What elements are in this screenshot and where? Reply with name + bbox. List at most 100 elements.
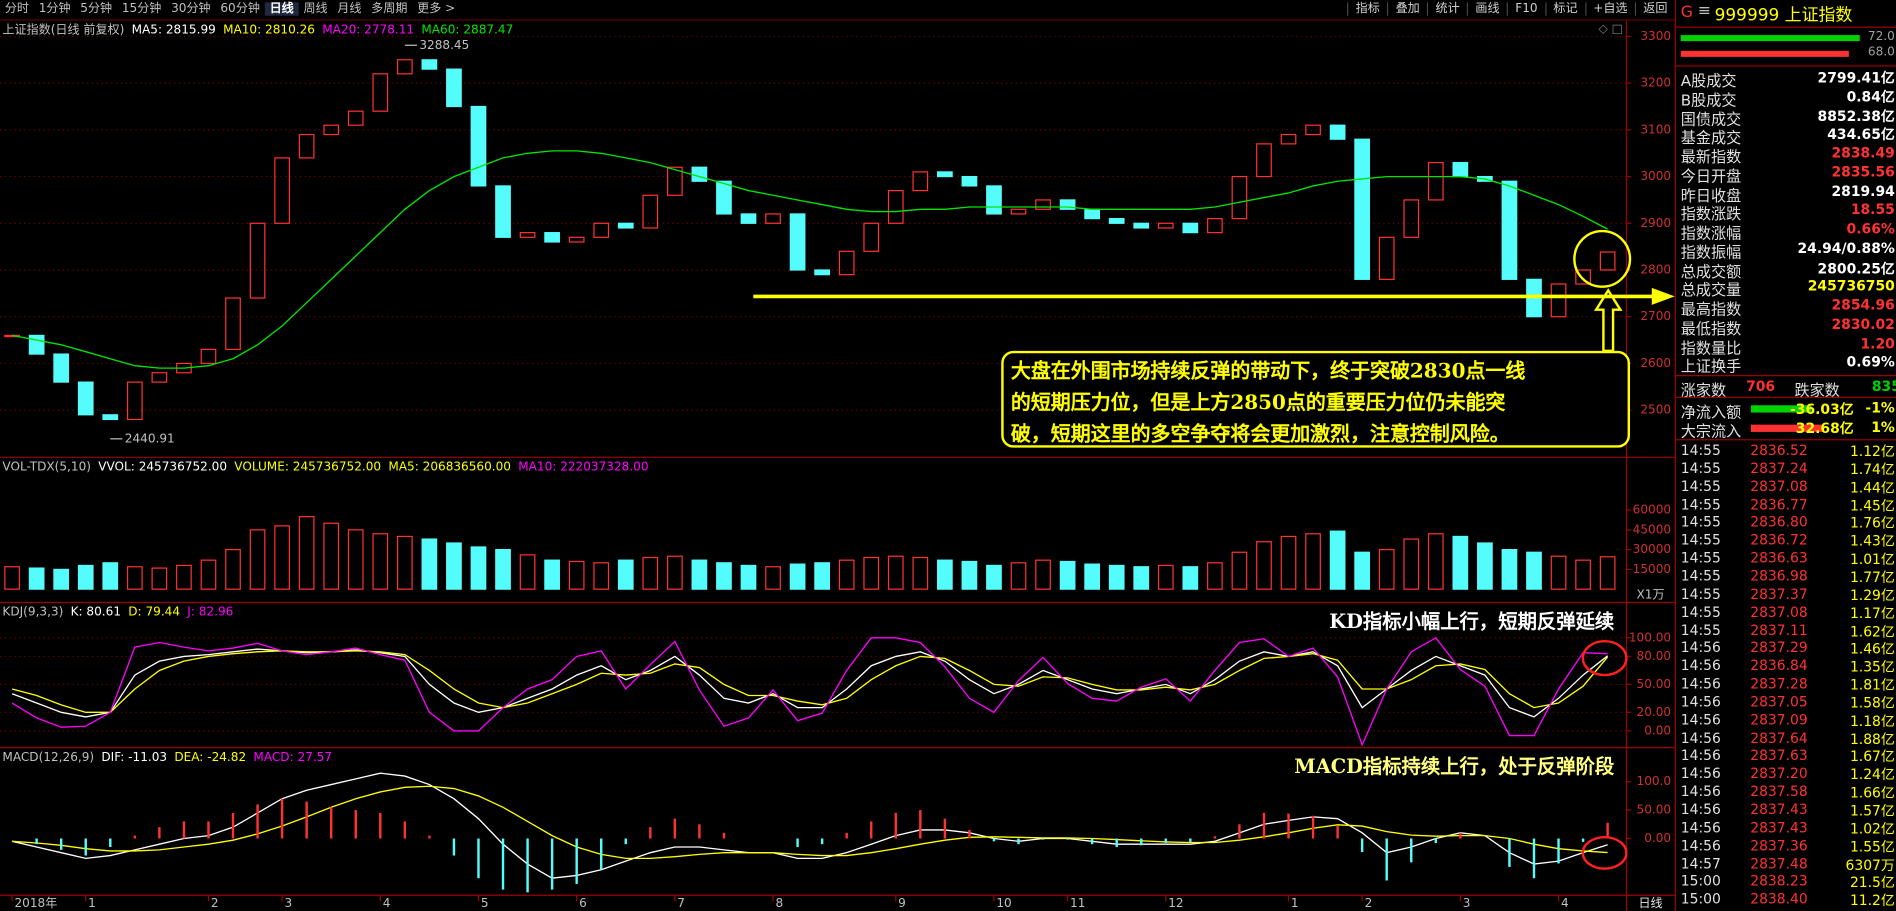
volume-bar bbox=[28, 567, 45, 590]
legend-entry: VOLUME: 245736752.00 bbox=[234, 459, 381, 473]
tick-price: 2837.36 bbox=[1750, 836, 1808, 854]
period-tab[interactable]: 周线 bbox=[303, 2, 328, 16]
tick-price: 2837.20 bbox=[1750, 764, 1808, 782]
tool-button[interactable]: 指标 bbox=[1347, 2, 1388, 16]
stat-label: 今日开盘 bbox=[1680, 166, 1742, 185]
kdj-highlight bbox=[1581, 639, 1628, 677]
volume-bar bbox=[789, 563, 806, 590]
stat-value: 2854.96 bbox=[1831, 296, 1895, 314]
tool-button[interactable]: +自选 bbox=[1584, 2, 1635, 16]
volume-bar bbox=[863, 556, 880, 590]
y-tick-label: 100.00 bbox=[1629, 630, 1671, 644]
tick-price: 2836.52 bbox=[1750, 441, 1808, 459]
legend-entry: K: 80.61 bbox=[71, 605, 121, 619]
arrow-head bbox=[1651, 287, 1675, 305]
volume-bar bbox=[1084, 563, 1101, 590]
panel-annotation: KD指标小幅上行，短期反弹延续 bbox=[1329, 610, 1615, 633]
candle bbox=[912, 171, 929, 192]
security-name: 999999 上证指数 bbox=[1714, 6, 1853, 26]
candle bbox=[470, 105, 487, 187]
x-tick-label: 10 bbox=[996, 896, 1011, 910]
volume-bar bbox=[716, 562, 732, 590]
volume-bar bbox=[1182, 566, 1199, 590]
x-tick-label: 4 bbox=[1561, 896, 1569, 910]
tick-volume: 1.12亿 bbox=[1849, 442, 1895, 460]
y-tick-label: 3100 bbox=[1640, 122, 1671, 136]
legend-entry: DEA: -24.82 bbox=[174, 750, 246, 764]
volume-bar bbox=[225, 549, 241, 590]
y-tick-label: 30000 bbox=[1633, 542, 1671, 556]
tick-time: 14:55 bbox=[1680, 441, 1721, 459]
tick-volume: 1.81亿 bbox=[1849, 676, 1895, 694]
volume-bar bbox=[1550, 555, 1567, 590]
tick-volume: 11.2亿 bbox=[1849, 891, 1895, 909]
tick-volume: 1.57亿 bbox=[1849, 802, 1895, 820]
tick-price: 2837.58 bbox=[1750, 782, 1808, 800]
stat-value: 0.69% bbox=[1846, 353, 1895, 371]
candle bbox=[421, 59, 438, 70]
period-tab[interactable]: 更多 > bbox=[417, 2, 456, 16]
menu-icon: ≡ bbox=[1697, 2, 1711, 21]
period-tab[interactable]: 15分钟 bbox=[121, 2, 162, 16]
tick-time: 14:56 bbox=[1680, 836, 1721, 854]
candle bbox=[347, 110, 364, 126]
period-tab[interactable]: 日线 bbox=[264, 2, 299, 16]
y-tick-label: 0.00 bbox=[1644, 831, 1671, 845]
y-tick-label: 80.00 bbox=[1637, 649, 1672, 663]
volume-bar bbox=[176, 564, 192, 590]
line-series bbox=[12, 785, 1608, 860]
tick-time: 14:55 bbox=[1680, 567, 1721, 585]
x-tick-label: 7 bbox=[677, 896, 685, 910]
tick-price: 2837.28 bbox=[1750, 675, 1808, 693]
tick-price: 2838.40 bbox=[1750, 890, 1808, 908]
period-tab[interactable]: 多周期 bbox=[371, 2, 408, 16]
tick-price: 2837.64 bbox=[1750, 729, 1808, 746]
y-tick-label: 50.00 bbox=[1637, 803, 1672, 817]
volume-bar bbox=[1403, 538, 1420, 590]
candle bbox=[519, 232, 536, 238]
candle bbox=[225, 297, 241, 351]
volume-bar bbox=[470, 546, 487, 590]
volume-bar bbox=[249, 529, 266, 590]
y-tick-label: 45000 bbox=[1633, 522, 1671, 536]
period-tab[interactable]: 30分钟 bbox=[171, 2, 211, 16]
line-series bbox=[11, 772, 1608, 879]
candle bbox=[740, 213, 757, 224]
tick-time: 14:57 bbox=[1680, 854, 1721, 872]
period-tab[interactable]: 60分钟 bbox=[220, 2, 260, 16]
toolbar: 分时 1分钟 5分钟 15分钟 30分钟 60分钟 日线 周线 月线 多周期 更多 > 指标 叠加 统计… bbox=[0, 0, 1675, 21]
period-tab[interactable]: 分时 bbox=[4, 2, 30, 16]
tool-button[interactable]: 统计 bbox=[1427, 2, 1467, 16]
separator bbox=[1675, 439, 1896, 441]
chart-area: 2500260027002800290030003100320033003288… bbox=[0, 20, 1675, 911]
tick-price: 2836.84 bbox=[1750, 657, 1808, 675]
candle bbox=[617, 222, 634, 229]
tool-button[interactable]: 标记 bbox=[1544, 2, 1585, 16]
legend-entry: D: 79.44 bbox=[128, 605, 180, 619]
y-tick-label: 3000 bbox=[1640, 169, 1671, 183]
tick-volume: 1.17亿 bbox=[1849, 604, 1895, 622]
period-tab[interactable]: 1分钟 bbox=[38, 2, 71, 16]
tool-button[interactable]: 返回 bbox=[1634, 2, 1675, 16]
volume-bar bbox=[495, 549, 511, 590]
up-arrow bbox=[1593, 288, 1623, 353]
tool-button[interactable]: 叠加 bbox=[1387, 2, 1428, 16]
tick-volume: 1.76亿 bbox=[1849, 514, 1895, 532]
tick-price: 2837.63 bbox=[1750, 746, 1808, 764]
callout: 大盘在外围市场持续反弹的带动下，终于突破2830点一线 的短期压力位，但是上方28… bbox=[1001, 350, 1631, 448]
legend-entry: J: 82.96 bbox=[186, 605, 233, 619]
x-tick-label: 1 bbox=[1291, 896, 1299, 910]
legend-entry: MA5: 206836560.00 bbox=[388, 459, 511, 473]
y-tick-label: 3200 bbox=[1640, 76, 1671, 90]
period-tab[interactable]: 5分钟 bbox=[80, 2, 113, 16]
line-series bbox=[11, 650, 1609, 713]
tool-button[interactable]: 画线 bbox=[1466, 2, 1507, 16]
tick-price: 2837.43 bbox=[1750, 800, 1808, 818]
flow-label: 净流入额 bbox=[1680, 402, 1742, 422]
period-tab[interactable]: 月线 bbox=[337, 2, 362, 16]
tool-button[interactable]: F10 bbox=[1506, 2, 1545, 16]
volume-bar bbox=[593, 562, 610, 590]
tick-time: 14:55 bbox=[1680, 603, 1721, 621]
flow-label: 大宗流入 bbox=[1680, 422, 1742, 441]
candle bbox=[1157, 222, 1174, 229]
